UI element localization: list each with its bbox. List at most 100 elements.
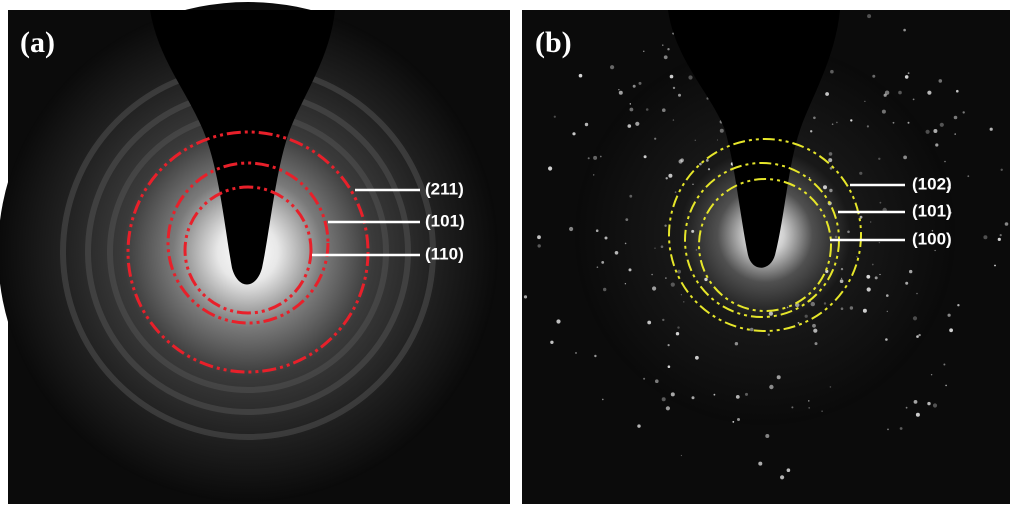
spot <box>758 462 762 466</box>
spot <box>699 163 702 166</box>
spot <box>677 326 679 328</box>
spot <box>933 129 937 133</box>
spot <box>714 394 716 396</box>
spot <box>940 123 944 127</box>
spot <box>629 268 632 271</box>
spot <box>677 270 681 274</box>
spot <box>666 177 668 179</box>
spot <box>637 424 640 427</box>
spot <box>875 276 878 279</box>
spot <box>736 395 740 399</box>
spot <box>813 117 816 120</box>
spot <box>879 274 880 275</box>
spot <box>878 158 880 160</box>
spot <box>745 393 748 396</box>
spot <box>809 177 810 178</box>
spot <box>998 238 1001 241</box>
spot <box>680 158 684 162</box>
spot <box>635 122 639 126</box>
spot <box>931 374 932 375</box>
spot <box>668 174 672 178</box>
spot <box>625 218 628 221</box>
spot <box>879 242 880 243</box>
spot <box>588 157 590 159</box>
spot <box>983 235 987 239</box>
spot <box>671 392 675 396</box>
spot <box>841 278 842 279</box>
spot <box>872 75 875 78</box>
spot <box>882 110 886 114</box>
spot <box>835 236 838 239</box>
spot <box>651 274 653 276</box>
spot <box>639 82 642 85</box>
spot <box>898 91 902 95</box>
spot <box>643 51 644 52</box>
spot <box>596 229 599 232</box>
spot <box>765 434 769 438</box>
spot <box>769 385 773 389</box>
spot <box>629 195 632 198</box>
spot <box>850 119 852 121</box>
spot <box>935 250 936 251</box>
spot <box>605 237 608 240</box>
spot <box>556 319 560 323</box>
spot <box>647 321 651 325</box>
spot <box>720 129 724 133</box>
spot <box>893 122 895 124</box>
divider <box>510 0 522 506</box>
spot <box>808 407 810 409</box>
spot <box>681 294 682 295</box>
spot <box>668 365 671 368</box>
spot <box>916 335 919 338</box>
spot <box>593 156 597 160</box>
spot <box>830 386 832 388</box>
spot <box>880 202 882 204</box>
spot <box>666 406 670 410</box>
spot <box>550 341 553 344</box>
spot <box>655 379 659 383</box>
spot <box>863 309 867 313</box>
spot <box>1001 169 1003 171</box>
spot <box>866 275 870 279</box>
spot <box>967 175 969 177</box>
spot <box>737 418 740 421</box>
spot <box>926 130 930 134</box>
spot <box>602 399 604 401</box>
spot <box>683 301 684 302</box>
spot <box>618 89 619 90</box>
spot <box>821 410 823 412</box>
spot <box>840 279 844 283</box>
spot <box>664 55 668 59</box>
spot <box>670 75 674 79</box>
spot <box>823 185 827 189</box>
ring-label: (100) <box>912 229 952 248</box>
spot <box>812 324 816 328</box>
spot <box>908 122 910 124</box>
spot <box>777 375 781 379</box>
spot <box>1005 222 1009 226</box>
spot <box>916 293 918 295</box>
spot <box>810 130 812 132</box>
spot <box>903 156 907 160</box>
spot <box>828 158 832 162</box>
spot <box>625 283 626 284</box>
spot <box>601 261 604 264</box>
spot <box>676 332 679 335</box>
spot <box>575 352 576 353</box>
spot <box>652 286 656 290</box>
spot <box>798 322 800 324</box>
spot <box>948 314 951 317</box>
spot <box>886 294 889 297</box>
spot <box>916 413 920 417</box>
spot <box>811 302 815 306</box>
spot <box>537 235 541 239</box>
spot <box>903 29 906 32</box>
spot <box>859 172 862 175</box>
spot <box>735 342 738 345</box>
spot <box>696 249 698 251</box>
spot <box>579 74 583 78</box>
spot <box>944 161 946 163</box>
spot <box>824 302 826 304</box>
spot <box>867 287 871 291</box>
spot <box>538 244 541 247</box>
